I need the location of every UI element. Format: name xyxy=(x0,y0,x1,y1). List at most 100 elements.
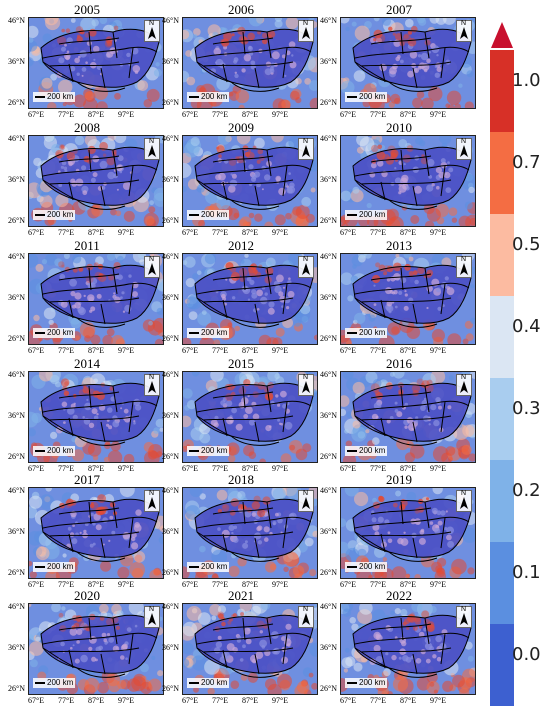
latitude-label: 26°N xyxy=(162,452,179,461)
scale-bar-label: 200 km xyxy=(201,446,228,455)
scale-bar-label: 200 km xyxy=(47,562,74,571)
latitude-label: 36°N xyxy=(162,175,179,184)
scale-bar-line xyxy=(189,95,199,98)
map-frame: 200 km N xyxy=(28,371,164,463)
longitude-label: 67°E xyxy=(28,346,45,355)
map-panel-2022: 2022 46°N 36°N 26°N 67°E 77°E 87°E 97°E 200 km N xyxy=(320,588,478,705)
longitude-label: 87°E xyxy=(242,110,259,119)
scale-bar-label: 200 km xyxy=(201,328,228,337)
latitude-label: 36°N xyxy=(162,293,179,302)
latitude-label: 26°N xyxy=(162,568,179,577)
panel-year-title: 2013 xyxy=(386,238,412,253)
longitude-label: 67°E xyxy=(340,110,357,119)
latitude-label: 26°N xyxy=(162,98,179,107)
latitude-label: 46°N xyxy=(8,602,25,611)
latitude-label: 46°N xyxy=(8,16,25,25)
scale-bar: 200 km xyxy=(33,562,76,572)
map-frame: 200 km N xyxy=(28,17,164,109)
map-panel-2011: 2011 46°N 36°N 26°N 67°E 77°E 87°E 97°E 200 km N xyxy=(8,238,166,355)
longitude-label: 77°E xyxy=(212,580,229,589)
scale-bar-line xyxy=(189,449,199,452)
longitude-label: 77°E xyxy=(58,580,75,589)
longitude-label: 77°E xyxy=(58,110,75,119)
scale-bar-label: 200 km xyxy=(359,92,386,101)
latitude-label: 46°N xyxy=(8,252,25,261)
longitude-label: 97°E xyxy=(118,228,135,237)
longitude-label: 97°E xyxy=(118,346,135,355)
scale-bar-line xyxy=(347,565,357,568)
north-label: N xyxy=(149,374,155,381)
north-label: N xyxy=(461,20,467,27)
longitude-label: 67°E xyxy=(340,464,357,473)
scale-bar: 200 km xyxy=(187,210,230,220)
longitude-label: 77°E xyxy=(58,696,75,705)
map-frame: 200 km N xyxy=(28,253,164,345)
latitude-label: 36°N xyxy=(320,175,337,184)
longitude-label: 67°E xyxy=(28,228,45,237)
latitude-label: 46°N xyxy=(162,602,179,611)
north-label: N xyxy=(461,374,467,381)
latitude-label: 36°N xyxy=(8,527,25,536)
map-frame: 200 km N xyxy=(182,371,318,463)
panel-year-title: 2008 xyxy=(74,120,100,135)
colorbar-segment xyxy=(490,296,514,378)
colorbar-tick-label: 0.2 xyxy=(512,480,541,501)
longitude-label: 87°E xyxy=(242,464,259,473)
map-frame: 200 km N xyxy=(182,135,318,227)
longitude-label: 67°E xyxy=(340,346,357,355)
scale-bar: 200 km xyxy=(33,678,76,688)
map-frame: 200 km N xyxy=(28,487,164,579)
colorbar-tick-label: 0.5 xyxy=(512,234,541,255)
longitude-label: 87°E xyxy=(400,580,417,589)
map-panel-2016: 2016 46°N 36°N 26°N 67°E 77°E 87°E 97°E 200 km N xyxy=(320,356,478,473)
longitude-label: 67°E xyxy=(28,696,45,705)
scale-bar-line xyxy=(35,213,45,216)
latitude-label: 46°N xyxy=(162,370,179,379)
north-arrow-icon: N xyxy=(144,20,160,42)
latitude-label: 26°N xyxy=(320,684,337,693)
map-panel-2015: 2015 46°N 36°N 26°N 67°E 77°E 87°E 97°E 200 km N xyxy=(162,356,320,473)
scale-bar-label: 200 km xyxy=(47,210,74,219)
north-label: N xyxy=(303,256,309,263)
colorbar-tick-label: 0.1 xyxy=(512,562,541,583)
latitude-label: 46°N xyxy=(162,486,179,495)
scale-bar-line xyxy=(347,449,357,452)
longitude-label: 87°E xyxy=(88,464,105,473)
latitude-label: 36°N xyxy=(162,527,179,536)
north-label: N xyxy=(149,606,155,613)
longitude-label: 97°E xyxy=(430,580,447,589)
latitude-label: 46°N xyxy=(320,16,337,25)
colorbar-tick-label: 0.4 xyxy=(512,316,541,337)
longitude-label: 97°E xyxy=(118,580,135,589)
scale-bar-line xyxy=(347,95,357,98)
latitude-label: 36°N xyxy=(162,643,179,652)
latitude-label: 36°N xyxy=(320,527,337,536)
scale-bar: 200 km xyxy=(187,446,230,456)
north-label: N xyxy=(303,606,309,613)
north-label: N xyxy=(461,256,467,263)
north-arrow-icon: N xyxy=(298,374,314,396)
latitude-label: 46°N xyxy=(162,16,179,25)
scale-bar: 200 km xyxy=(187,328,230,338)
map-panel-2010: 2010 46°N 36°N 26°N 67°E 77°E 87°E 97°E 200 km N xyxy=(320,120,478,237)
north-label: N xyxy=(303,20,309,27)
scale-bar-line xyxy=(35,331,45,334)
panel-year-title: 2020 xyxy=(74,588,100,603)
longitude-label: 77°E xyxy=(212,696,229,705)
scale-bar: 200 km xyxy=(345,92,388,102)
longitude-label: 67°E xyxy=(182,110,199,119)
longitude-label: 97°E xyxy=(430,696,447,705)
longitude-label: 77°E xyxy=(212,464,229,473)
north-arrow-icon: N xyxy=(456,490,472,512)
scale-bar-line xyxy=(347,681,357,684)
north-arrow-icon: N xyxy=(144,606,160,628)
longitude-label: 77°E xyxy=(370,346,387,355)
longitude-label: 67°E xyxy=(340,228,357,237)
latitude-label: 26°N xyxy=(8,568,25,577)
map-frame: 200 km N xyxy=(340,253,476,345)
longitude-label: 97°E xyxy=(272,580,289,589)
scale-bar: 200 km xyxy=(33,210,76,220)
colorbar-tick-label: 0.7 xyxy=(512,152,541,173)
longitude-label: 77°E xyxy=(370,110,387,119)
scale-bar: 200 km xyxy=(345,678,388,688)
